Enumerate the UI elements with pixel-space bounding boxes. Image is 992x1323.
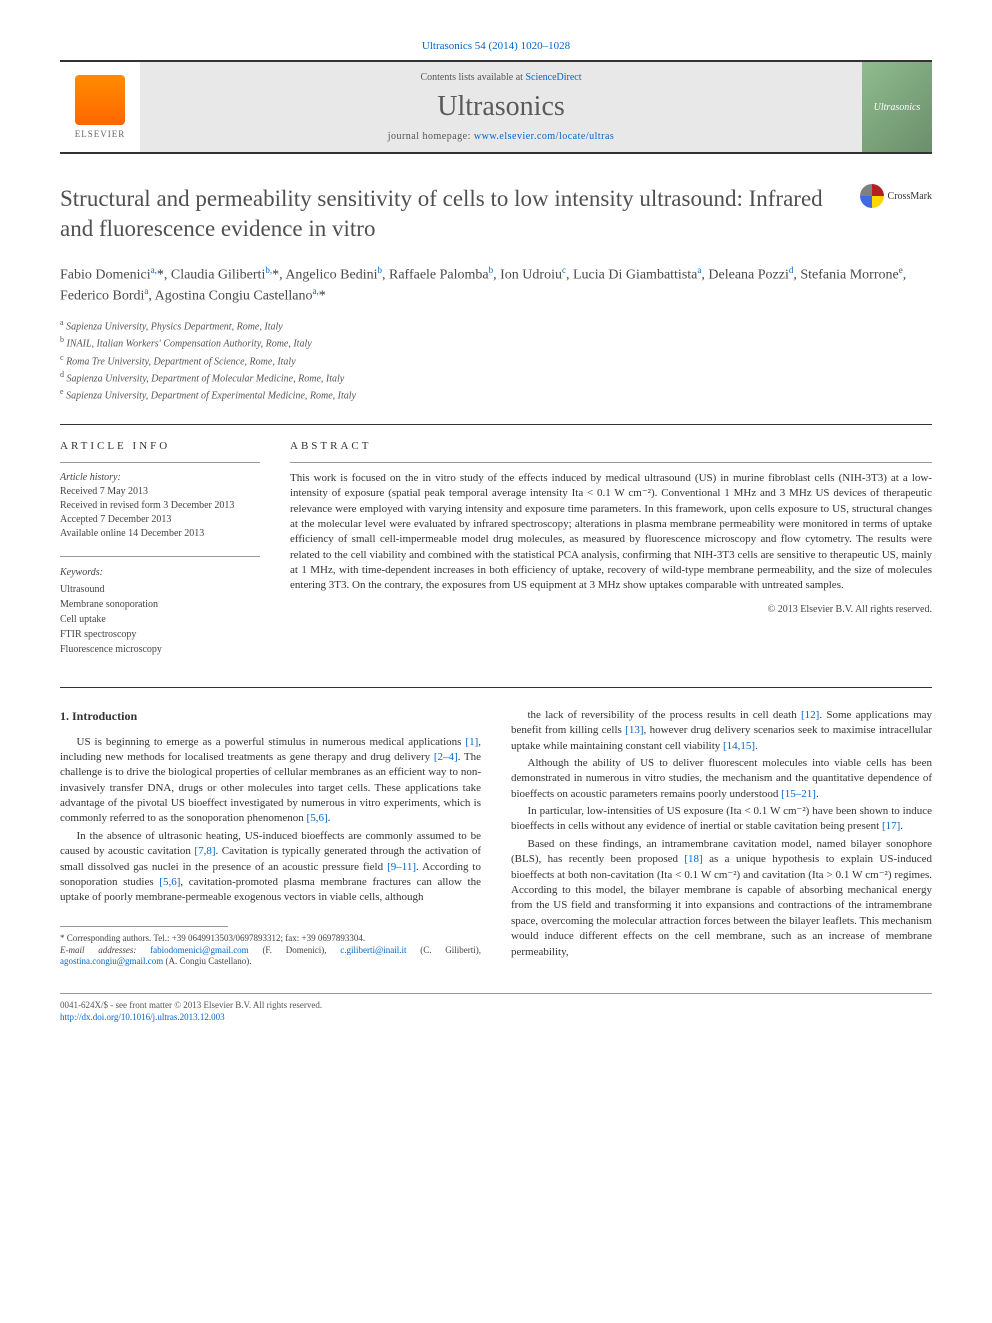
emails-prefix: E-mail addresses: [60,945,150,955]
body-paragraph: Based on these findings, an intramembran… [511,837,932,960]
citation-link[interactable]: [17] [882,820,900,832]
footnote-divider [60,926,228,927]
journal-name: Ultrasonics [437,91,565,123]
history-label: Article history: [60,471,260,485]
corresponding-line: * Corresponding authors. Tel.: +39 06499… [60,933,481,945]
citation-link[interactable]: [5,6] [307,812,328,824]
citation-link[interactable]: [13] [625,724,643,736]
crossmark-label: CrossMark [888,191,932,202]
body-column-right: the lack of reversibility of the process… [511,708,932,968]
affiliation-line: e Sapienza University, Department of Exp… [60,386,932,403]
citation-link[interactable]: [15–21] [781,788,816,800]
affiliation-line: d Sapienza University, Department of Mol… [60,369,932,386]
doi-link[interactable]: http://dx.doi.org/10.1016/j.ultras.2013.… [60,1012,225,1022]
homepage-link[interactable]: www.elsevier.com/locate/ultras [474,131,614,142]
authors-list: Fabio Domenicia,*, Claudia Gilibertib,*,… [60,264,932,307]
abstract-label: ABSTRACT [290,440,932,452]
intro-heading: 1. Introduction [60,708,481,725]
history-line: Received 7 May 2013 [60,485,260,499]
citation-link[interactable]: [14,15] [723,740,755,752]
citation-link[interactable]: [9–11] [387,861,416,873]
citation-link[interactable]: [2–4] [434,751,458,763]
keyword-line: Ultrasound [60,582,260,597]
crossmark-badge[interactable]: CrossMark [860,184,932,208]
citation-link[interactable]: [12] [801,709,819,721]
body-paragraph: US is beginning to emerge as a powerful … [60,735,481,827]
email-link[interactable]: fabiodomenici@gmail.com [150,945,249,955]
homepage-prefix: journal homepage: [388,131,474,142]
keyword-line: Cell uptake [60,612,260,627]
body-columns: 1. Introduction US is beginning to emerg… [60,708,932,968]
divider [60,424,932,425]
keyword-line: Membrane sonoporation [60,597,260,612]
elsevier-logo[interactable]: ELSEVIER [60,62,140,152]
article-info-column: ARTICLE INFO Article history: Received 7… [60,440,260,657]
divider [60,687,932,688]
corresponding-footnote: * Corresponding authors. Tel.: +39 06499… [60,933,481,968]
affiliation-line: b INAIL, Italian Workers' Compensation A… [60,334,932,351]
journal-cover-thumbnail: Ultrasonics [862,62,932,152]
history-line: Accepted 7 December 2013 [60,513,260,527]
abstract-text: This work is focused on the in vitro stu… [290,462,932,594]
sciencedirect-link[interactable]: ScienceDirect [525,72,581,83]
journal-header: ELSEVIER Contents lists available at Sci… [60,60,932,154]
citation-link[interactable]: [1] [465,736,478,748]
homepage-line: journal homepage: www.elsevier.com/locat… [388,131,615,142]
emails-line: E-mail addresses: fabiodomenici@gmail.co… [60,945,481,968]
elsevier-tree-icon [75,75,125,125]
history-line: Available online 14 December 2013 [60,527,260,541]
cover-title: Ultrasonics [874,102,921,113]
elsevier-label: ELSEVIER [75,129,126,139]
citation-link[interactable]: [7,8] [194,845,215,857]
body-paragraph: In the absence of ultrasonic heating, US… [60,829,481,906]
affiliation-line: a Sapienza University, Physics Departmen… [60,317,932,334]
body-paragraph: the lack of reversibility of the process… [511,708,932,754]
body-paragraph: Although the ability of US to deliver fl… [511,756,932,802]
keyword-line: FTIR spectroscopy [60,627,260,642]
contents-available-line: Contents lists available at ScienceDirec… [420,72,581,83]
title-section: Structural and permeability sensitivity … [60,184,932,244]
body-column-left: 1. Introduction US is beginning to emerg… [60,708,481,968]
history-line: Received in revised form 3 December 2013 [60,499,260,513]
footer-copyright: 0041-624X/$ - see front matter © 2013 El… [60,1000,932,1012]
header-center: Contents lists available at ScienceDirec… [140,62,862,152]
article-info-label: ARTICLE INFO [60,440,260,452]
email-link[interactable]: c.giliberti@inail.it [340,945,406,955]
citation-link[interactable]: [5,6] [159,876,180,888]
article-history-block: Article history: Received 7 May 2013Rece… [60,462,260,541]
email-link[interactable]: agostina.congiu@gmail.com [60,956,163,966]
keywords-label: Keywords: [60,565,260,580]
keyword-line: Fluorescence microscopy [60,642,260,657]
article-title: Structural and permeability sensitivity … [60,184,932,244]
page-footer: 0041-624X/$ - see front matter © 2013 El… [60,993,932,1023]
crossmark-icon [860,184,884,208]
info-abstract-row: ARTICLE INFO Article history: Received 7… [60,440,932,657]
body-paragraph: In particular, low-intensities of US exp… [511,804,932,835]
abstract-copyright: © 2013 Elsevier B.V. All rights reserved… [290,604,932,615]
keywords-block: Keywords: UltrasoundMembrane sonoporatio… [60,556,260,657]
citation-line: Ultrasonics 54 (2014) 1020–1028 [60,40,932,52]
affiliation-line: c Roma Tre University, Department of Sci… [60,352,932,369]
affiliations-list: a Sapienza University, Physics Departmen… [60,317,932,404]
contents-prefix: Contents lists available at [420,72,525,83]
abstract-column: ABSTRACT This work is focused on the in … [290,440,932,657]
citation-link[interactable]: [18] [684,853,702,865]
